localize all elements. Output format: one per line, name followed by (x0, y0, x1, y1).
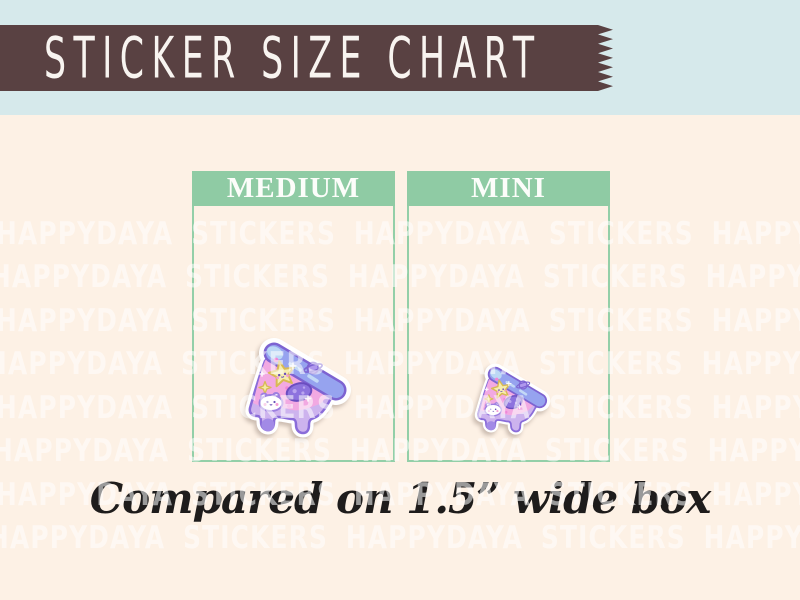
title-banner: STICKER SIZE CHART (0, 25, 613, 91)
size-box-mini: MINI (407, 171, 610, 462)
size-box-mini-header: MINI (407, 171, 610, 206)
main-background (0, 115, 800, 600)
size-box-medium-header: MEDIUM (192, 171, 395, 206)
pizza-sticker-mini-icon (471, 362, 551, 438)
size-box-medium: MEDIUM (192, 171, 395, 462)
pizza-sticker-medium-icon (240, 336, 352, 442)
size-label-medium: MEDIUM (226, 172, 361, 204)
comparison-caption: Compared on 1.5” wide box (89, 474, 712, 523)
size-label-mini: MINI (471, 172, 546, 204)
page-title: STICKER SIZE CHART (44, 24, 542, 92)
